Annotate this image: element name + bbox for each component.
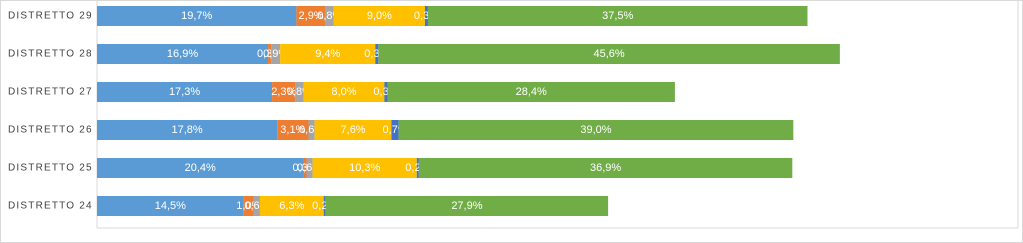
bar-segment [384, 82, 388, 102]
bar-segment [308, 120, 315, 140]
bar-segment [271, 44, 281, 64]
value-label: 17,8% [171, 124, 202, 136]
bar-segment [253, 196, 260, 216]
bar-segment [259, 196, 324, 216]
category-label: DISTRETTO 28 [8, 49, 93, 60]
bar-segment [277, 120, 309, 140]
value-label: 39,0% [580, 124, 611, 136]
value-label: 45,6% [594, 48, 625, 60]
bar-segment [387, 82, 675, 102]
value-label: 19,7% [181, 10, 212, 22]
bar-segment [280, 44, 376, 64]
bar-segment [306, 158, 313, 178]
bar-segment [97, 82, 273, 102]
value-label: 37,5% [602, 10, 633, 22]
bar-segment [272, 82, 296, 102]
bar-segment [97, 196, 244, 216]
bar-segment [314, 120, 392, 140]
value-label: 16,9% [167, 48, 198, 60]
bar-segment [303, 158, 307, 178]
bar-segment [418, 158, 793, 178]
value-label: 2,3% [271, 86, 296, 98]
category-label: DISTRETTO 25 [8, 163, 93, 174]
bar-segment [243, 196, 254, 216]
value-label: 2,9% [299, 10, 324, 22]
value-label: 36,9% [590, 162, 621, 174]
value-label: 3,1% [280, 124, 305, 136]
category-label: DISTRETTO 26 [8, 125, 93, 136]
value-label: 9,0% [367, 10, 392, 22]
bar-segment [398, 120, 794, 140]
bar-segment [391, 120, 399, 140]
value-label: 6,3% [279, 200, 304, 212]
value-label: 8,0% [331, 86, 356, 98]
bar-segment [378, 44, 840, 64]
value-label: 7,6% [341, 124, 366, 136]
value-label: 10,3% [349, 162, 380, 174]
bar-segment [97, 44, 269, 64]
bar-segment [303, 82, 385, 102]
bar-segment [268, 44, 272, 64]
bar-segment [375, 44, 379, 64]
bar-segment [97, 6, 297, 26]
value-label: 27,9% [451, 200, 482, 212]
bar-segment [416, 158, 419, 178]
category-label: DISTRETTO 27 [8, 87, 93, 98]
value-label: 28,4% [516, 86, 547, 98]
bar-segment [323, 196, 326, 216]
value-label: 9,4% [315, 48, 340, 60]
value-label: 14,5% [155, 200, 186, 212]
category-label: DISTRETTO 24 [8, 201, 93, 212]
bar-segment [296, 6, 326, 26]
value-label: 20,4% [185, 162, 216, 174]
bar-segment [427, 6, 808, 26]
bar-segment [295, 82, 304, 102]
value-label: 17,3% [169, 86, 200, 98]
bar-segment [325, 196, 609, 216]
bar-segment [424, 6, 428, 26]
bar-segment [325, 6, 334, 26]
bar-segment [333, 6, 425, 26]
bar-segment [312, 158, 417, 178]
bar-segment [97, 158, 304, 178]
bar-segment [97, 120, 278, 140]
category-label: DISTRETTO 29 [8, 11, 93, 22]
